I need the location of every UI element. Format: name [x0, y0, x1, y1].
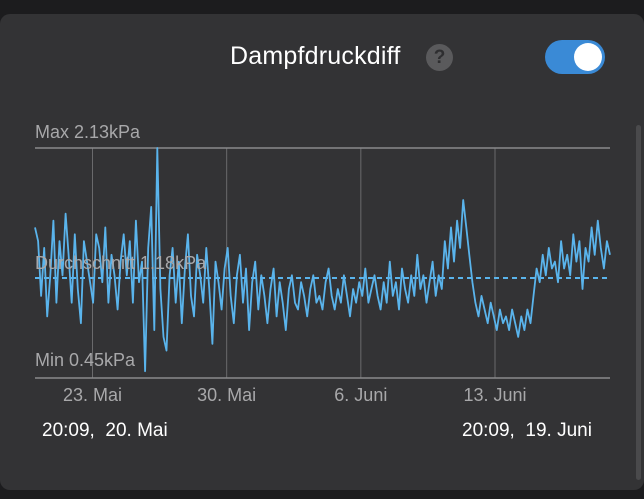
- series-line: [34, 147, 611, 373]
- x-tick-label-2: 6. Juni: [334, 385, 387, 405]
- x-tick-label-3: 13. Juni: [463, 385, 526, 405]
- range-start-label: 20:09, 20. Mai: [42, 420, 168, 441]
- scrollbar[interactable]: [636, 125, 641, 480]
- x-tick-label-0: 23. Mai: [63, 385, 122, 405]
- widget-title: Dampfdruckdiff: [230, 42, 401, 70]
- toggle-knob: [574, 43, 602, 71]
- enable-toggle[interactable]: [545, 40, 605, 74]
- avg-label: Durchschnitt 1.18kPa: [35, 253, 207, 273]
- widget-header: Dampfdruckdiff ?: [0, 40, 644, 80]
- range-end-label: 20:09, 19. Juni: [462, 420, 592, 441]
- help-icon[interactable]: ?: [426, 44, 453, 71]
- min-label: Min 0.45kPa: [35, 350, 136, 370]
- x-tick-label-1: 30. Mai: [197, 385, 256, 405]
- max-label: Max 2.13kPa: [35, 122, 141, 142]
- vpd-card: [0, 14, 644, 490]
